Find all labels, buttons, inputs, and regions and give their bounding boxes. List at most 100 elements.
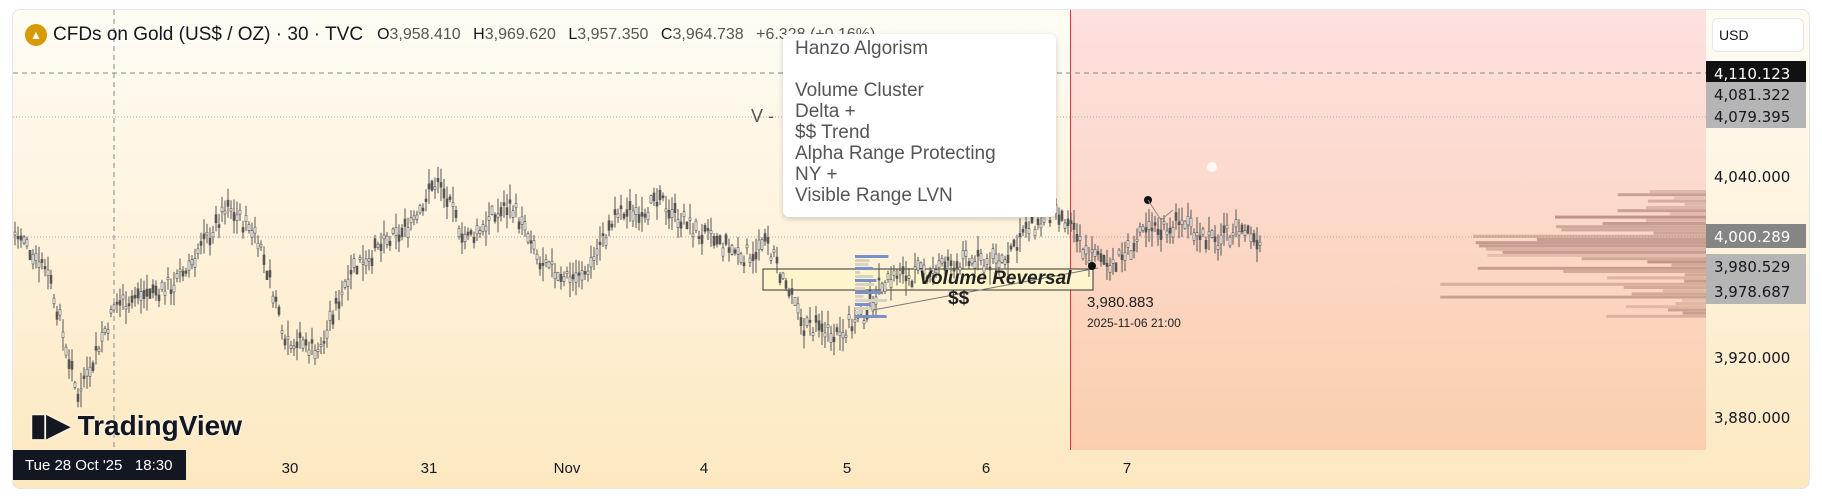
candle-body: [403, 218, 407, 227]
candle-body: [670, 209, 674, 218]
candle-body: [1216, 245, 1220, 250]
indicator-tooltip: Hanzo Algorism Volume Cluster Delta + $$…: [783, 34, 1056, 217]
candle-body: [67, 359, 71, 369]
candle-body: [619, 205, 623, 210]
candle-body: [1183, 220, 1187, 230]
symbol-title[interactable]: CFDs on Gold (US$ / OZ) · 30 · TVC: [53, 24, 364, 45]
candle-body: [1192, 232, 1196, 241]
candle-body: [262, 254, 266, 265]
symbol-header: ▲ CFDs on Gold (US$ / OZ) · 30 · TVC O3,…: [25, 24, 883, 46]
candle-body: [1060, 210, 1064, 221]
candle-body: [19, 235, 23, 241]
candle-body: [931, 267, 935, 274]
time-tick: 7: [1122, 460, 1132, 477]
volume-profile-bar: [1669, 212, 1706, 216]
tradingview-logo[interactable]: ▮▶ TradingView: [30, 409, 243, 442]
candle-body: [586, 270, 590, 275]
candle-body: [526, 233, 530, 243]
candle-body: [538, 262, 542, 270]
candle-body: [1135, 238, 1139, 242]
volume-cluster-bar: [855, 283, 874, 286]
candle-body: [349, 269, 353, 275]
candle-body: [433, 186, 437, 190]
candle-body: [166, 277, 170, 281]
candle-body: [1048, 219, 1052, 224]
candle-body: [505, 207, 509, 216]
candle-body: [985, 258, 989, 265]
candle-body: [376, 243, 380, 248]
candle-body: [898, 270, 902, 276]
candle-body: [943, 261, 947, 271]
candle-body: [940, 257, 944, 264]
candle-body: [1144, 227, 1148, 233]
candle-body: [631, 210, 635, 222]
candle-body: [718, 235, 722, 245]
candle-body: [1015, 247, 1019, 251]
volume-cluster-bar: [855, 311, 862, 314]
chart-pane[interactable]: ▲ CFDs on Gold (US$ / OZ) · 30 · TVC O3,…: [13, 10, 1706, 450]
candle-body: [181, 270, 185, 277]
candle-body: [52, 297, 56, 305]
candle-body: [1102, 254, 1106, 265]
candle-body: [256, 242, 260, 250]
candle-body: [604, 237, 608, 246]
candle-body: [400, 227, 404, 237]
candle-body: [109, 309, 113, 314]
candle-body: [628, 200, 632, 211]
candle-body: [727, 247, 731, 253]
candle-body: [427, 183, 431, 190]
candle-body: [406, 227, 410, 238]
candle-body: [1195, 232, 1199, 237]
candle-body: [337, 301, 341, 309]
candle-body: [1219, 234, 1223, 245]
candle-body: [139, 291, 143, 301]
point-price-label: 3,980.883: [1087, 294, 1154, 311]
candle-body: [844, 334, 848, 338]
arrow-annotation: [1147, 199, 1174, 221]
candle-body: [415, 214, 419, 220]
candle-body: [1078, 236, 1082, 241]
candle-body: [382, 234, 386, 240]
volume-cluster-bar: [855, 263, 869, 266]
candle-body: [367, 258, 371, 262]
candle-body: [304, 339, 308, 346]
candle-body: [895, 275, 899, 279]
candle-body: [475, 225, 479, 235]
candle-body: [886, 273, 890, 280]
candle-body: [508, 199, 512, 204]
candle-body: [1156, 228, 1160, 235]
candle-body: [1246, 225, 1250, 234]
candle-body: [700, 234, 704, 244]
candle-body: [190, 259, 194, 266]
candle-body: [175, 273, 179, 279]
candle-body: [223, 210, 227, 215]
candle-body: [1147, 221, 1151, 230]
candle-body: [511, 210, 515, 218]
candle-body: [697, 236, 701, 239]
candle-body: [703, 225, 707, 232]
price-chart[interactable]: [13, 10, 1706, 450]
low-value: 3,957.350: [577, 26, 649, 43]
candle-body: [1234, 219, 1238, 228]
candle-body: [73, 382, 77, 388]
price-axis[interactable]: USD 4,110.123 4,081.322 4,079.395 4,040.…: [1706, 10, 1809, 488]
candle-body: [448, 196, 452, 200]
candle-body: [1240, 224, 1244, 233]
candle-body: [358, 257, 362, 261]
candle-body: [637, 214, 641, 223]
candle-body: [607, 220, 611, 231]
candle-body: [532, 240, 536, 250]
candle-body: [715, 235, 719, 245]
volume-profile-bar: [1647, 260, 1706, 264]
candle-body: [40, 259, 44, 263]
volume-profile-bar: [1684, 279, 1706, 283]
currency-button[interactable]: USD: [1712, 18, 1804, 52]
candle-body: [1159, 229, 1163, 240]
candle-body: [664, 208, 668, 213]
candle-body: [418, 205, 422, 214]
candle-body: [298, 332, 302, 339]
candle-body: [244, 215, 248, 222]
candle-body: [94, 346, 98, 351]
candle-body: [211, 232, 215, 238]
candle-body: [907, 275, 911, 279]
